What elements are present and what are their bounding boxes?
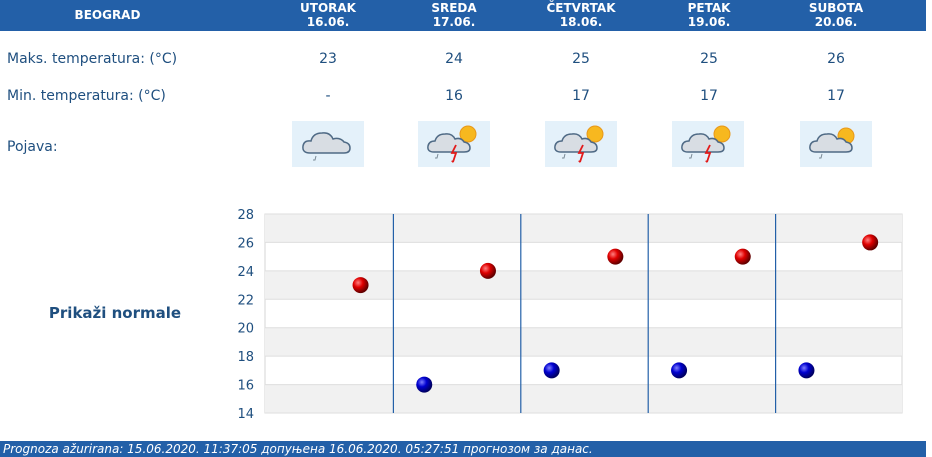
day-date: 18.06. (559, 15, 603, 29)
show-normals-link[interactable]: Prikaži normale (48, 304, 182, 322)
day-header: SREDA 17.06. (391, 1, 517, 29)
min-temp-point (416, 376, 433, 393)
max-temp-value: 23 (319, 51, 337, 67)
min-temp-value: 17 (572, 88, 590, 104)
max-temp-value: 25 (572, 51, 590, 67)
day-date: 19.06. (687, 15, 731, 29)
temperature-chart: 14 16 18 20 22 24 26 28 (237, 208, 903, 422)
cloudy-drizzle-icon (292, 121, 364, 167)
min-temp-point (543, 362, 560, 379)
min-temp-label: Min. temperatura: (°C) (7, 88, 166, 104)
min-temp-point (798, 362, 815, 379)
min-temp-value: 17 (827, 88, 845, 104)
max-temp-value: 26 (827, 51, 845, 67)
city-name: BEOGRAD (74, 8, 141, 22)
plot-area (264, 213, 903, 414)
max-temp-point (352, 277, 369, 294)
max-temp-value: 25 (700, 51, 718, 67)
day-name: UTORAK (300, 1, 356, 15)
max-temp-point (862, 234, 879, 251)
y-tick-label: 22 (237, 293, 254, 308)
min-temp-point (671, 362, 688, 379)
day-name: ČETVRTAK (546, 1, 616, 15)
y-tick-label: 20 (237, 322, 254, 337)
phenomenon-label: Pojava: (7, 139, 58, 155)
day-header: UTORAK 16.06. (265, 1, 391, 29)
max-temp-point (607, 248, 624, 265)
partly-cloudy-drizzle-icon (800, 121, 872, 167)
min-temp-value: 17 (700, 88, 718, 104)
day-date: 16.06. (306, 15, 350, 29)
y-tick-label: 24 (237, 265, 254, 280)
max-temp-label: Maks. temperatura: (°C) (7, 51, 178, 67)
day-header: SUBOTA 20.06. (773, 1, 899, 29)
day-name: PETAK (687, 1, 731, 15)
thunderstorm-sun-icon (545, 121, 617, 167)
day-date: 17.06. (432, 15, 476, 29)
thunderstorm-sun-icon (672, 121, 744, 167)
max-temp-point (479, 262, 496, 279)
grid-band (265, 384, 902, 413)
y-tick-label: 18 (237, 350, 254, 365)
day-name: SREDA (431, 1, 477, 15)
y-tick-label: 28 (237, 208, 254, 223)
forecast-update-footer: Prognoza ažurirana: 15.06.2020. 11:37:05… (0, 441, 926, 457)
grid-band (265, 270, 902, 300)
min-temp-value: - (325, 88, 331, 104)
day-header: ČETVRTAK 18.06. (518, 1, 644, 29)
thunderstorm-sun-icon (418, 121, 490, 167)
y-tick-label: 14 (237, 407, 254, 422)
day-date: 20.06. (814, 15, 858, 29)
max-temp-value: 24 (445, 51, 463, 67)
forecast-header: BEOGRAD UTORAK 16.06. SREDA 17.06. ČETVR… (0, 0, 926, 31)
y-tick-label: 16 (237, 379, 254, 394)
min-temp-value: 16 (445, 88, 463, 104)
grid-band (265, 327, 902, 357)
y-tick-label: 26 (237, 236, 254, 251)
day-name: SUBOTA (808, 1, 864, 15)
max-temp-point (734, 248, 751, 265)
grid-band (265, 214, 902, 243)
day-header: PETAK 19.06. (646, 1, 772, 29)
